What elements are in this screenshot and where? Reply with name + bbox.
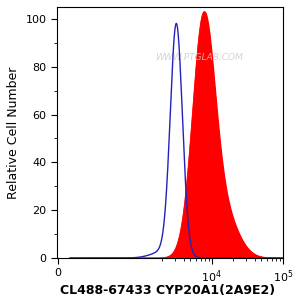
Text: WWW.PTGLAB.COM: WWW.PTGLAB.COM	[155, 53, 243, 62]
Text: CL488-67433 CYP20A1(2A9E2): CL488-67433 CYP20A1(2A9E2)	[60, 284, 276, 297]
Y-axis label: Relative Cell Number: Relative Cell Number	[7, 66, 20, 199]
